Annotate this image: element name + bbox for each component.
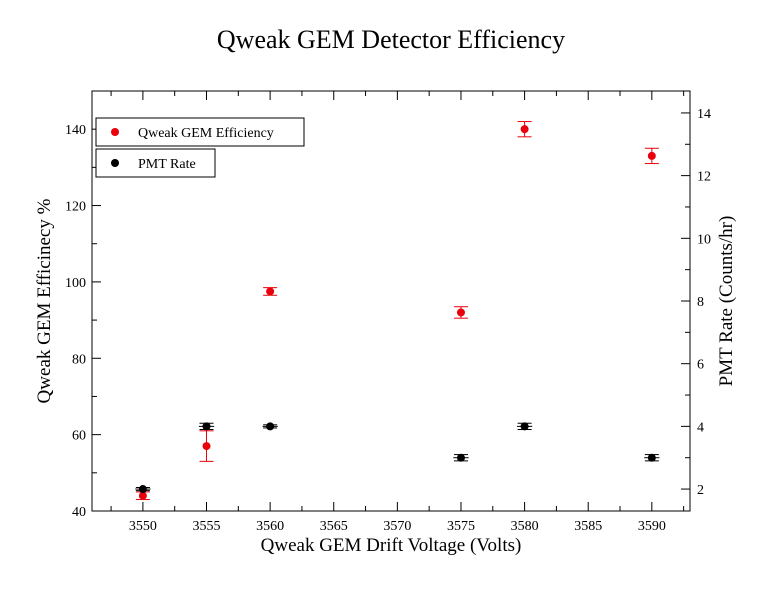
legend-label-efficiency: Qweak GEM Efficiency [138, 126, 274, 141]
y2-tick-label: 10 [697, 232, 711, 247]
data-point [647, 453, 656, 462]
data-point [138, 485, 147, 494]
data-point [202, 442, 211, 451]
x-axis: 3550 3555 3560 3565 3570 3575 3580 3585 3590 [110, 91, 685, 534]
series-efficiency [135, 121, 659, 501]
data-point [138, 491, 147, 500]
data-point [520, 125, 529, 134]
data-point [202, 422, 211, 431]
y-tick-label: 60 [72, 429, 86, 444]
y-axis-right: 2 4 6 8 10 12 14 [681, 107, 711, 498]
x-tick-label: 3590 [638, 519, 666, 534]
y2-axis-label: PMT Rate (Counts/hr) [716, 216, 737, 387]
y-tick-label: 140 [65, 123, 86, 138]
data-point [266, 422, 275, 431]
data-point [266, 287, 275, 296]
y-tick-label: 100 [65, 276, 86, 291]
legend-pmt-rate: PMT Rate [95, 148, 216, 178]
y2-tick-label: 2 [697, 483, 704, 498]
x-tick-label: 3575 [447, 519, 475, 534]
data-point [456, 453, 465, 462]
x-tick-label: 3570 [383, 519, 411, 534]
x-tick-label: 3555 [193, 519, 221, 534]
x-tick-label: 3550 [129, 519, 157, 534]
legend-box [95, 117, 305, 147]
y-tick-label: 120 [65, 200, 86, 215]
y2-tick-label: 6 [697, 358, 704, 373]
y-axis-label: Qweak GEM Efficinecy % [34, 198, 55, 403]
y2-tick-label: 14 [697, 107, 711, 122]
series-layer [135, 121, 660, 501]
legend-marker-pmt-rate [111, 159, 119, 167]
y-tick-label: 40 [72, 505, 86, 520]
data-point [647, 151, 656, 160]
data-point [520, 422, 529, 431]
legend-efficiency: Qweak GEM Efficiency [95, 117, 305, 147]
y2-tick-label: 4 [697, 420, 704, 435]
x-tick-label: 3560 [256, 519, 284, 534]
y-tick-label: 80 [72, 352, 86, 367]
x-axis-label: Qweak GEM Drift Voltage (Volts) [261, 535, 522, 556]
y2-tick-label: 12 [697, 170, 711, 185]
data-point [456, 308, 465, 317]
y2-tick-label: 8 [697, 295, 704, 310]
legend-label-pmt-rate: PMT Rate [138, 157, 196, 172]
legend-marker-efficiency [111, 128, 119, 136]
series-pmt-rate [135, 422, 660, 494]
x-tick-label: 3585 [574, 519, 602, 534]
x-tick-label: 3580 [511, 519, 539, 534]
y-axis-left: 40 60 80 100 120 140 [65, 90, 101, 520]
x-tick-label: 3565 [320, 519, 348, 534]
chart-title: Qweak GEM Detector Efficiency [217, 25, 565, 54]
